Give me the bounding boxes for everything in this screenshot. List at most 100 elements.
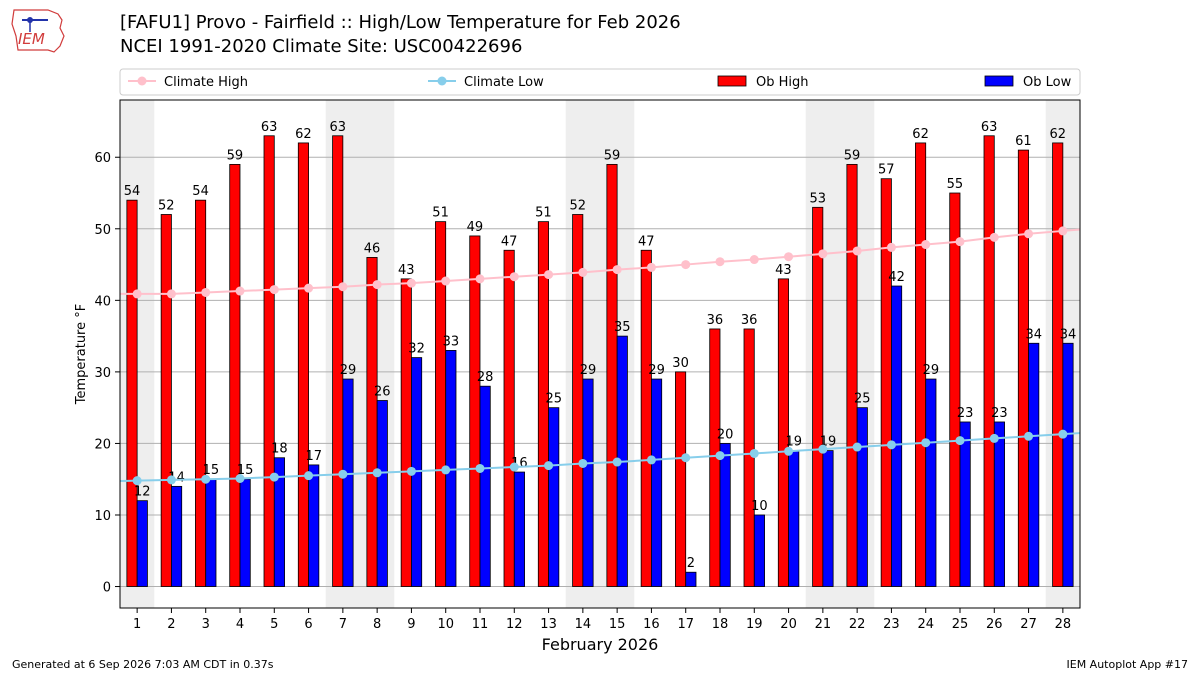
ob-low-label: 25 <box>545 392 562 407</box>
climate-high-point <box>818 249 828 259</box>
ob-high-bar <box>640 249 652 587</box>
ob-low-label: 29 <box>648 363 665 378</box>
ob-low-bar <box>479 385 491 587</box>
x-tick-label: 18 <box>712 617 729 632</box>
x-tick-label: 8 <box>373 617 381 632</box>
ob-low-bar <box>1062 342 1074 587</box>
climate-low-point <box>921 438 931 448</box>
ob-low-label: 29 <box>923 363 940 378</box>
climate-low-point <box>1058 429 1068 439</box>
climate-high-point <box>784 252 794 262</box>
ob-high-bar <box>297 142 309 587</box>
x-tick-label: 16 <box>643 617 660 632</box>
ob-high-label: 46 <box>364 241 381 256</box>
y-tick-label: 40 <box>94 294 111 309</box>
ob-low-bar <box>1028 342 1040 587</box>
legend-marker <box>437 76 447 86</box>
ob-high-bar <box>880 178 892 587</box>
legend-label: Climate High <box>164 75 248 90</box>
ob-low-bar <box>308 464 320 587</box>
ob-high-label: 53 <box>809 191 826 206</box>
climate-high-point <box>338 282 348 292</box>
ob-high-label: 52 <box>158 198 175 213</box>
x-tick-label: 24 <box>917 617 934 632</box>
ob-high-label: 49 <box>467 220 484 235</box>
ob-high-bar <box>229 163 241 587</box>
x-tick-label: 3 <box>202 617 210 632</box>
ob-high-label: 51 <box>432 206 449 221</box>
ob-low-bar <box>788 450 800 587</box>
ob-high-label: 43 <box>775 263 792 278</box>
legend-label: Climate Low <box>464 75 544 90</box>
climate-high-point <box>304 283 314 293</box>
ob-low-bar <box>342 378 354 587</box>
ob-high-label: 63 <box>981 120 998 135</box>
ob-low-bar <box>925 378 937 587</box>
ob-low-label: 10 <box>751 499 768 514</box>
climate-low-point <box>612 457 622 467</box>
x-tick-label: 17 <box>677 617 694 632</box>
climate-low-point <box>235 473 245 483</box>
ob-low-label: 29 <box>340 363 357 378</box>
ob-low-label: 42 <box>888 270 905 285</box>
ob-low-label: 18 <box>271 442 288 457</box>
ob-high-label: 43 <box>398 263 415 278</box>
climate-high-point <box>612 265 622 275</box>
ob-high-label: 54 <box>192 184 209 199</box>
ob-low-bar <box>171 485 183 587</box>
chart-subtitle: NCEI 1991-2020 Climate Site: USC00422696 <box>120 36 523 57</box>
x-axis-label: February 2026 <box>542 635 659 654</box>
x-tick-label: 28 <box>1055 617 1072 632</box>
climate-low-point <box>304 471 314 481</box>
climate-high-point <box>132 289 142 299</box>
ob-high-bar <box>812 206 824 587</box>
ob-low-label: 32 <box>408 342 425 357</box>
ob-low-label: 2 <box>687 556 695 571</box>
legend-box <box>119 68 1081 96</box>
x-tick-label: 22 <box>849 617 866 632</box>
ob-high-label: 51 <box>535 206 552 221</box>
x-tick-label: 15 <box>609 617 626 632</box>
climate-low-point <box>1024 431 1034 441</box>
climate-low-point <box>646 455 656 465</box>
generated-timestamp: Generated at 6 Sep 2026 7:03 AM CDT in 0… <box>12 658 274 671</box>
ob-low-label: 20 <box>717 427 734 442</box>
ob-high-bar <box>1017 149 1029 587</box>
ob-low-label: 26 <box>374 385 391 400</box>
climate-high-point <box>441 276 451 286</box>
ob-high-label: 59 <box>604 148 621 163</box>
climate-low-point <box>784 446 794 456</box>
ob-high-label: 62 <box>912 127 929 142</box>
ob-high-bar <box>949 192 961 587</box>
ob-low-bar <box>651 378 663 587</box>
ob-high-label: 54 <box>124 184 141 199</box>
climate-low-point <box>544 461 554 471</box>
legend-swatch <box>984 75 1014 87</box>
x-tick-label: 2 <box>167 617 175 632</box>
y-tick-label: 50 <box>94 223 111 238</box>
logo-text: IEM <box>18 30 45 48</box>
climate-high-point <box>886 242 896 252</box>
x-tick-label: 21 <box>815 617 832 632</box>
ob-high-bar <box>983 135 995 587</box>
climate-high-point <box>715 257 725 267</box>
x-tick-label: 7 <box>339 617 347 632</box>
x-tick-label: 12 <box>506 617 523 632</box>
climate-low-point <box>681 453 691 463</box>
climate-high-point <box>989 232 999 242</box>
app-label: IEM Autoplot App #17 <box>1066 658 1189 671</box>
ob-low-bar <box>856 407 868 587</box>
climate-low-point <box>818 444 828 454</box>
ob-high-label: 52 <box>569 198 586 213</box>
ob-low-label: 34 <box>1060 327 1077 342</box>
climate-low-point <box>338 469 348 479</box>
ob-high-bar <box>606 163 618 587</box>
ob-low-label: 12 <box>134 485 151 500</box>
ob-high-bar <box>503 249 515 587</box>
y-axis-label: Temperature °F <box>74 304 89 405</box>
plot-frame <box>119 99 1081 609</box>
legend-marker <box>137 76 147 86</box>
ob-high-label: 59 <box>844 148 861 163</box>
ob-high-label: 36 <box>707 313 724 328</box>
